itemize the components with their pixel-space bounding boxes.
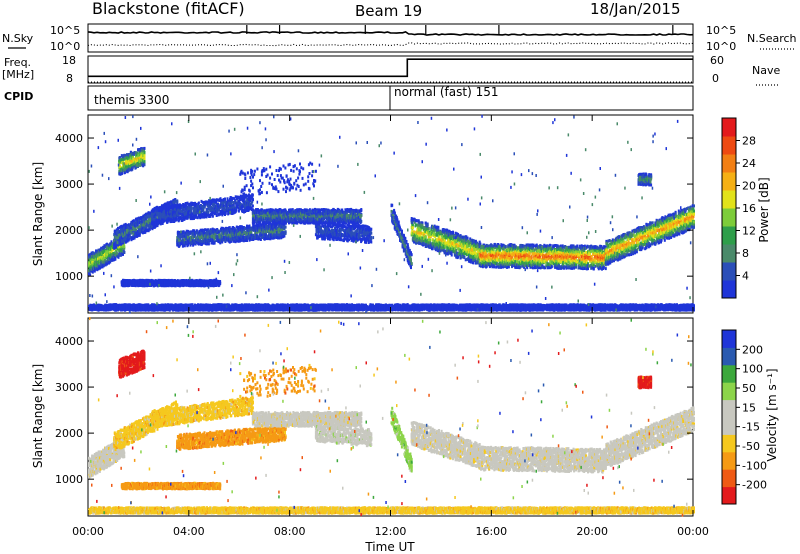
range-cell [143, 160, 146, 164]
range-cell [276, 208, 279, 212]
range-cell [120, 172, 123, 176]
range-cell [328, 228, 331, 232]
cpid-segment-2: normal (fast) 151 [394, 85, 498, 99]
range-cell [251, 204, 254, 208]
range-cell [172, 210, 175, 214]
range-cell [329, 223, 332, 227]
range-cell [272, 221, 275, 225]
range-cell [215, 201, 218, 205]
freq-bottom-tick: 8 [66, 72, 73, 85]
range-cell [156, 205, 159, 209]
range-cell [213, 241, 216, 245]
freq-panel [87, 55, 694, 84]
range-cell [211, 214, 214, 218]
range-cell [224, 197, 226, 201]
range-cell [174, 199, 177, 203]
range-cell [117, 226, 119, 230]
nave-top-tick: 60 [710, 54, 724, 67]
range-cell [315, 220, 318, 224]
range-cell [157, 211, 160, 215]
range-cell [222, 204, 225, 208]
range-cell [123, 245, 126, 249]
range-cell [360, 219, 363, 223]
freq-units-label: [MHz] [2, 68, 34, 81]
noise-panel [87, 23, 694, 53]
range-cell [207, 210, 210, 214]
range-cell [244, 227, 247, 230]
range-cell [251, 193, 254, 197]
range-cell [201, 242, 203, 246]
range-cell [138, 233, 141, 237]
range-cell [135, 217, 138, 221]
range-cell [130, 159, 133, 163]
range-cell [123, 154, 126, 158]
range-cell [143, 150, 146, 154]
nsearch-label: N.Search [747, 32, 797, 45]
range-cell [148, 227, 151, 231]
noise-top-tick: 10^5 [50, 24, 80, 37]
freq-top-tick: 18 [62, 54, 76, 67]
range-cell [183, 208, 186, 211]
range-cell [210, 234, 213, 238]
nave-label: Nave [752, 64, 780, 77]
range-cell [207, 242, 210, 246]
range-cell [143, 154, 146, 158]
range-cell [132, 219, 135, 223]
noise-bottom-tick: 10^0 [50, 40, 80, 53]
station-title: Blackstone (fitACF) [92, 0, 245, 18]
range-cell [215, 214, 218, 217]
range-cell [197, 201, 200, 205]
range-cell [143, 163, 146, 167]
range-cell [360, 213, 363, 217]
nsky-label: N.Sky [2, 32, 34, 45]
range-cell [184, 202, 187, 205]
range-cell [284, 231, 287, 235]
range-cell [204, 228, 207, 232]
range-cell [284, 225, 287, 229]
beam-title: Beam 19 [355, 2, 422, 20]
range-cell [129, 235, 132, 239]
range-cell [143, 146, 146, 150]
range-cell [283, 234, 286, 238]
range-cell [191, 212, 193, 216]
range-cell [328, 237, 331, 241]
range-cell [176, 200, 179, 204]
cpid-segment-1: themis 3300 [94, 93, 169, 107]
cpid-label: CPID [4, 90, 33, 103]
range-cell [323, 236, 326, 240]
range-cell [154, 215, 157, 219]
range-cell [319, 220, 322, 224]
range-cell [231, 196, 234, 200]
noise-top-tick-right: 10^5 [706, 24, 736, 37]
range-cell [175, 218, 178, 222]
range-cell [296, 221, 299, 225]
range-cell [360, 209, 363, 212]
noise-bottom-tick-right: 10^0 [706, 40, 736, 53]
range-cell [251, 198, 254, 202]
range-cell [143, 157, 146, 161]
range-cell [123, 251, 126, 254]
nave-bottom-tick: 0 [712, 72, 719, 85]
date-title: 18/Jan/2015 [590, 0, 681, 18]
range-cell [259, 221, 262, 225]
